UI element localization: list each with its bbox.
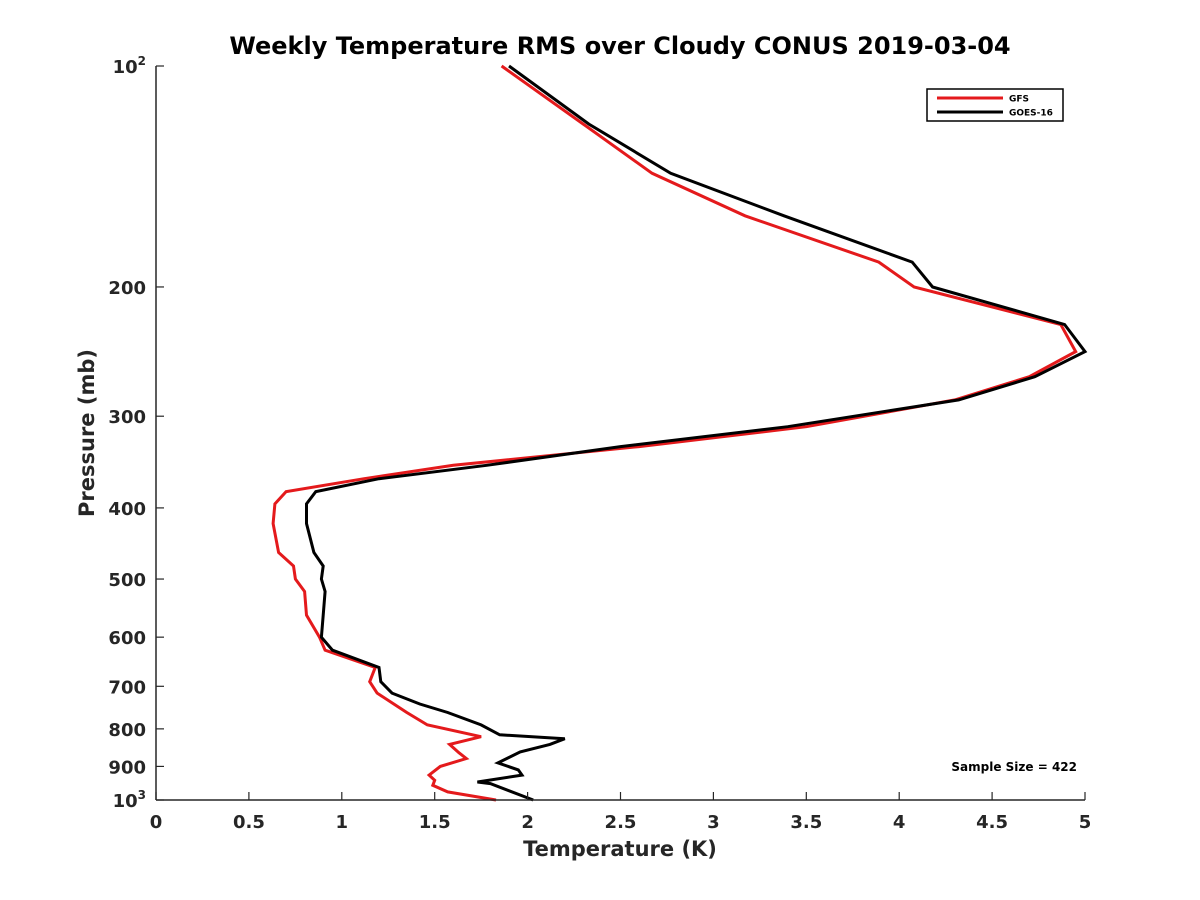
y-tick-label: 103 (113, 788, 146, 812)
y-tick-label: 200 (108, 278, 146, 299)
series-line-gfs (271, 64, 1078, 802)
y-tick-label: 800 (108, 720, 146, 741)
series-line-goes-16 (305, 64, 1088, 802)
x-axis-label: Temperature (K) (523, 837, 717, 861)
sample-size-annotation: Sample Size = 422 (951, 760, 1077, 774)
x-tick-label: 0 (150, 812, 163, 833)
y-tick-label: 500 (108, 570, 146, 591)
y-tick-label: 102 (113, 54, 146, 78)
x-tick-label: 3 (707, 812, 720, 833)
y-tick-label: 300 (108, 407, 146, 428)
x-tick-label: 0.5 (233, 812, 265, 833)
x-tick-label: 3.5 (790, 812, 822, 833)
legend: GFS GOES-16 (926, 88, 1064, 122)
series-layer (271, 64, 1088, 802)
chart-title: Weekly Temperature RMS over Cloudy CONUS… (229, 32, 1010, 60)
y-axis-label: Pressure (mb) (75, 349, 99, 517)
x-tick-label: 4 (893, 812, 906, 833)
legend-entry: GFS (1009, 95, 1029, 105)
x-tick-label: 2 (521, 812, 534, 833)
x-tick-label: 4.5 (976, 812, 1008, 833)
x-tick-label: 1 (336, 812, 349, 833)
y-tick-label: 600 (108, 628, 146, 649)
x-tick-label: 5 (1079, 812, 1092, 833)
y-tick-label: 400 (108, 499, 146, 520)
y-tick-label: 900 (108, 757, 146, 778)
legend-box (926, 88, 1064, 122)
x-tick-label: 2.5 (605, 812, 637, 833)
x-tick-label: 1.5 (419, 812, 451, 833)
axes-layer: 0 0.5 1 1.5 2 2.5 3 3.5 4 4.5 5 102 200 300 400 500 600 7… (108, 54, 1091, 833)
legend-entry: GOES-16 (1009, 109, 1053, 119)
y-tick-label: 700 (108, 677, 146, 698)
